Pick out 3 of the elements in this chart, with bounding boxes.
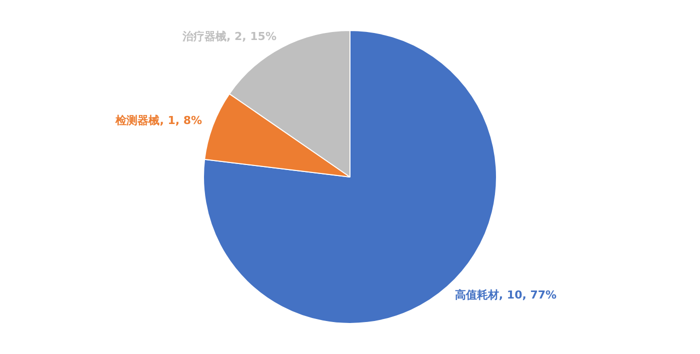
slice-label: 高值耗材, 10, 77% bbox=[454, 288, 557, 302]
slice-label: 检测器械, 1, 8% bbox=[114, 114, 202, 127]
slice-label: 治疗器械, 2, 15% bbox=[181, 30, 276, 43]
